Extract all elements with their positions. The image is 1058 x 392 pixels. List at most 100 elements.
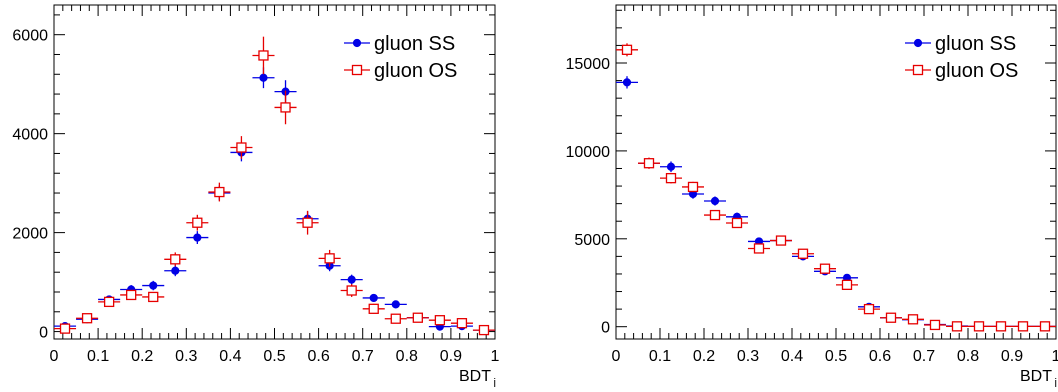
data-point [975, 322, 984, 331]
data-point [711, 197, 718, 204]
legend-label: gluon OS [935, 60, 1018, 82]
series-gluon-os [616, 43, 1056, 331]
data-point [1041, 322, 1050, 331]
x-tick-label: 0 [612, 348, 621, 365]
data-point [843, 280, 852, 289]
data-point [215, 188, 224, 197]
x-tick-label: 0.3 [175, 348, 197, 365]
data-point [370, 294, 377, 301]
x-axis-label: BDT [459, 368, 491, 385]
x-tick-label: 0.1 [87, 348, 109, 365]
data-point [435, 316, 444, 325]
x-axis-label-subscript: j [493, 377, 496, 387]
y-tick-label: 2000 [12, 226, 48, 243]
data-point [623, 45, 632, 54]
data-point [479, 326, 488, 335]
data-point [931, 320, 940, 329]
series-gluon-ss [616, 76, 1056, 330]
x-tick-label: 0.8 [957, 348, 979, 365]
data-point [689, 182, 698, 191]
x-tick-label: 0.5 [825, 348, 847, 365]
data-point [194, 234, 201, 241]
data-point [347, 286, 356, 295]
data-point [733, 218, 742, 227]
legend-label: gluon SS [935, 33, 1016, 55]
x-tick-label: 0.7 [913, 348, 935, 365]
legend-marker [914, 39, 921, 46]
data-point [413, 313, 422, 322]
x-tick-label: 0.6 [307, 348, 329, 365]
data-point [457, 319, 466, 328]
data-point [909, 315, 918, 324]
data-point [777, 236, 786, 245]
data-point [150, 282, 157, 289]
data-point [303, 218, 312, 227]
data-point [259, 51, 268, 60]
data-point [623, 79, 630, 86]
y-tick-label: 10000 [566, 144, 611, 161]
data-point [799, 249, 808, 258]
y-tick-label: 0 [39, 325, 48, 342]
data-point [127, 290, 136, 299]
data-point [391, 314, 400, 323]
x-tick-label: 0.3 [737, 348, 759, 365]
x-tick-label: 0.4 [219, 348, 241, 365]
chart-panel-2: 0 0.1 0.2 0.3 0.4 0.5 0.6 0.7 0.8 0.9 1 0 5000 10000 1… [566, 5, 1058, 387]
legend-marker [914, 66, 923, 75]
x-tick-label: 0 [50, 348, 59, 365]
data-point [61, 324, 70, 333]
data-point [348, 276, 355, 283]
y-tick-label: 15000 [566, 56, 611, 73]
plot-frame [616, 5, 1056, 339]
x-tick-label: 0.5 [263, 348, 285, 365]
legend-marker [353, 39, 360, 46]
y-tick-label: 4000 [12, 127, 48, 144]
data-point [1019, 322, 1028, 331]
x-tick-label: 0.2 [131, 348, 153, 365]
y-tick-label: 0 [601, 320, 610, 337]
data-point [667, 163, 674, 170]
data-point [172, 267, 179, 274]
chart-panel-1: 0 0.1 0.2 0.3 0.4 0.5 0.6 0.7 0.8 0.9 1 0 2000 4000 60… [12, 5, 499, 387]
data-point [325, 254, 334, 263]
x-tick-label: 0.6 [869, 348, 891, 365]
data-point [392, 301, 399, 308]
x-tick-label: 1 [1052, 348, 1058, 365]
data-point [260, 74, 267, 81]
legend-marker [353, 66, 362, 75]
x-tick-label: 1 [491, 348, 500, 365]
data-point [105, 297, 114, 306]
x-axis-label-subscript: j [1054, 377, 1057, 387]
data-point [369, 304, 378, 313]
data-point [821, 264, 830, 273]
x-tick-label: 0.1 [649, 348, 671, 365]
data-point [171, 255, 180, 264]
x-tick-label: 0.7 [352, 348, 374, 365]
data-point [193, 218, 202, 227]
x-tick-label: 0.9 [1001, 348, 1023, 365]
x-tick-label: 0.2 [693, 348, 715, 365]
data-point [83, 314, 92, 323]
data-point [887, 313, 896, 322]
x-tick-label: 0.4 [781, 348, 803, 365]
data-point [953, 322, 962, 331]
data-point [997, 322, 1006, 331]
x-tick-label: 0.9 [440, 348, 462, 365]
data-point [281, 103, 290, 112]
legend: gluon SS gluon OS [905, 33, 1018, 82]
data-point [645, 159, 654, 168]
legend-label: gluon OS [374, 60, 457, 82]
x-tick-label: 0.8 [396, 348, 418, 365]
legend-label: gluon SS [374, 33, 455, 55]
data-point [711, 211, 720, 220]
x-axis-label: BDT [1020, 368, 1052, 385]
data-point [865, 305, 874, 314]
y-tick-label: 5000 [574, 232, 610, 249]
data-point [237, 143, 246, 152]
legend: gluon SS gluon OS [344, 33, 457, 82]
data-point [755, 244, 764, 253]
data-point [149, 292, 158, 301]
data-point [667, 174, 676, 183]
y-tick-label: 6000 [12, 28, 48, 45]
